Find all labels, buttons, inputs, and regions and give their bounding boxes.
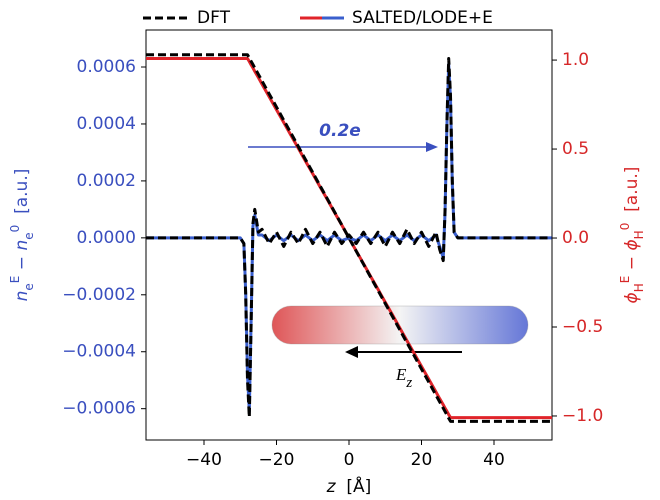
y-axis-label-part: E — [8, 276, 22, 284]
series-line — [146, 53, 552, 423]
x-tick-label: 0 — [344, 450, 355, 470]
y2-axis-label-part: [a.u.] — [622, 167, 642, 223]
series-line — [146, 56, 552, 419]
charge-arrow — [248, 142, 438, 152]
x-tick-label: 40 — [483, 450, 505, 470]
y-axis-label-part: − — [12, 251, 32, 276]
annotation-part: E — [395, 365, 407, 384]
x-tick-label: 20 — [411, 450, 433, 470]
y2-tick-label: 0.5 — [562, 139, 589, 159]
x-tick-label: −40 — [186, 450, 222, 470]
y2-tick-label: 1.0 — [562, 50, 589, 70]
y-axis-label-part: [a.u.] — [12, 169, 32, 225]
y2-axis-label-part: H — [632, 230, 646, 239]
y-axis-label-part: n — [12, 291, 32, 302]
y-tick-label: 0.0006 — [77, 57, 136, 77]
y-axis-label-part: n — [12, 240, 32, 251]
y-axis-label-part: 0 — [8, 225, 22, 233]
y2-axis-label-part: H — [632, 283, 646, 292]
y2-tick-label: −0.5 — [562, 317, 603, 337]
x-axis-label-part: [Å] — [336, 475, 372, 497]
y2-axis-label-part: − — [622, 251, 642, 276]
molecule — [271, 305, 529, 345]
annotation: 0.2e — [319, 121, 361, 141]
y-tick-label: 0.0000 — [77, 228, 136, 248]
plot-lines — [146, 53, 552, 423]
x-tick-label: −20 — [259, 450, 295, 470]
x-axis-label-part: z — [326, 477, 337, 497]
y2-axis-label-part: E — [618, 276, 632, 284]
y2-tick-label: −1.0 — [562, 406, 603, 426]
y-axis-label: neE − ne0 [a.u.] — [8, 169, 36, 302]
y-tick-label: −0.0002 — [62, 285, 136, 305]
field-arrow — [345, 346, 462, 358]
y2-tick-label: 0.0 — [562, 228, 589, 248]
legend-label: DFT — [197, 8, 231, 28]
y-tick-label: −0.0004 — [62, 342, 136, 362]
legend-label: SALTED/LODE+E — [352, 8, 493, 28]
y2-axis-label-part: 0 — [618, 223, 632, 231]
y-tick-label: −0.0006 — [62, 399, 136, 419]
y2-axis-label-part: ϕ — [622, 239, 642, 250]
y2-axis-label-part: ϕ — [622, 292, 642, 303]
x-axis-label: z [Å] — [326, 475, 372, 497]
annotation-part: z — [405, 375, 412, 391]
y-tick-label: 0.0002 — [77, 171, 136, 191]
y-tick-label: 0.0004 — [77, 114, 136, 134]
y-axis-label-part: e — [22, 283, 36, 290]
y-axis-label-part: e — [22, 232, 36, 239]
annotation: Ez — [395, 365, 412, 392]
y2-axis-label: ϕHE − ϕH0 [a.u.] — [618, 167, 646, 304]
